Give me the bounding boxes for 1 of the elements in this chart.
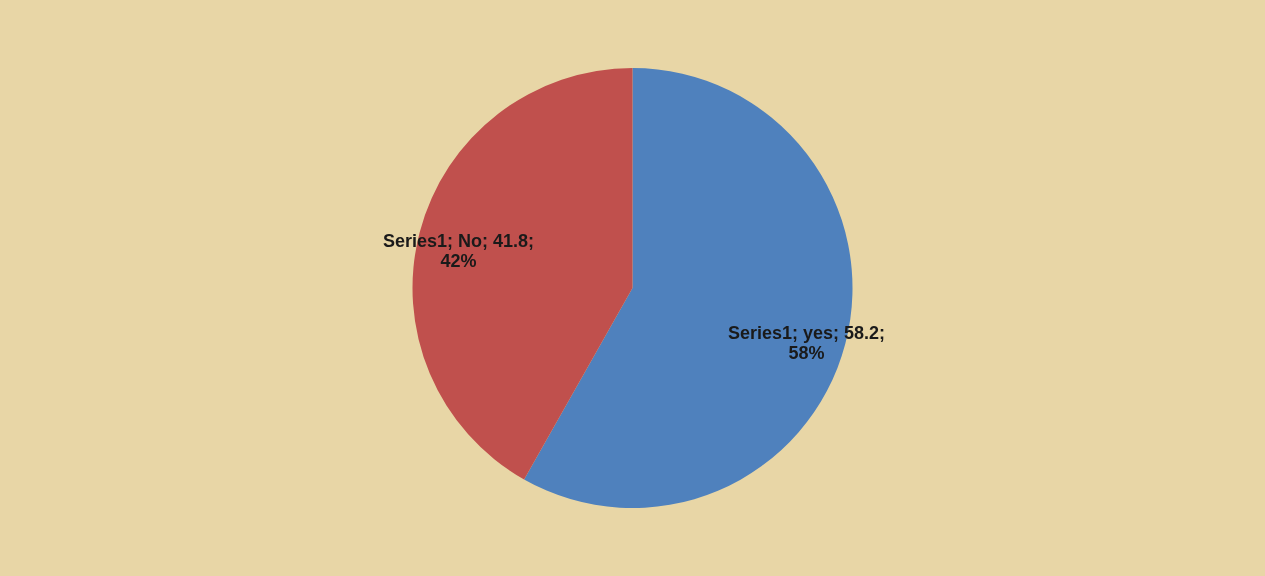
data-label: Series1; No; 41.8; 42%: [382, 231, 534, 272]
